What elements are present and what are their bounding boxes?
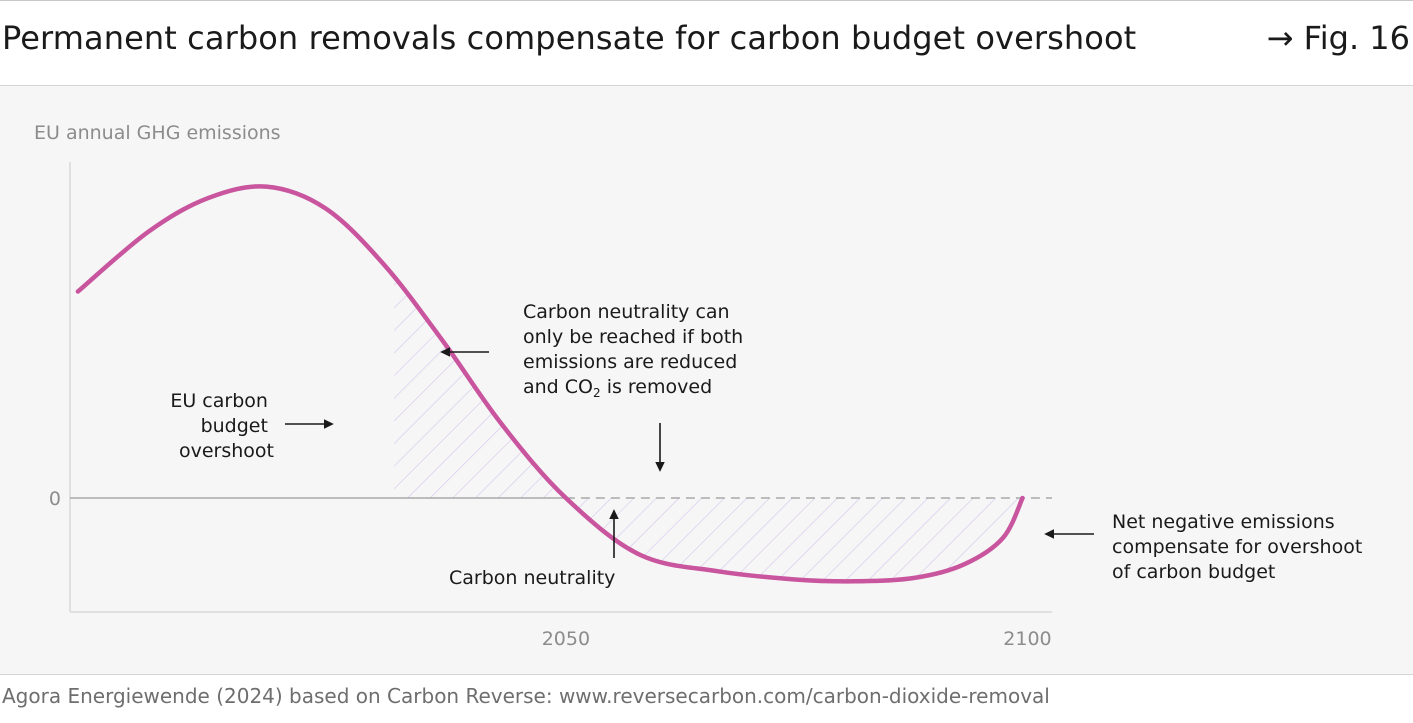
- y-axis-label: EU annual GHG emissions: [34, 122, 281, 144]
- annotation-line: Net negative emissions: [1112, 511, 1335, 533]
- x-tick-label: 2100: [1003, 628, 1051, 650]
- annotation-line: compensate for overshoot: [1112, 536, 1362, 558]
- top-rule: [0, 0, 1413, 1]
- arrow-to-overshoot-area: [285, 419, 334, 429]
- annotation-line: Carbon neutrality can: [523, 301, 730, 323]
- annotation-carbon-neutrality: Carbon neutrality: [449, 567, 615, 589]
- arrow-to-reduction-area: [440, 347, 489, 357]
- annotation-line: overshoot: [179, 440, 274, 462]
- annotation-line: EU carbon: [170, 390, 268, 412]
- annotation-neutrality-condition: Carbon neutrality can only be reached if…: [523, 301, 749, 400]
- subscript-2: 2: [593, 386, 601, 400]
- annotation-net-negative: Net negative emissions compensate for ov…: [1112, 511, 1368, 583]
- arrow-down-to-removal: [655, 423, 665, 472]
- x-tick-label: 2050: [542, 628, 590, 650]
- arrow-to-net-negative: [1044, 529, 1094, 539]
- annotation-line: is removed: [601, 376, 712, 398]
- source-note: Agora Energiewende (2024) based on Carbo…: [2, 684, 1050, 708]
- overshoot-hatched-area: [394, 276, 566, 498]
- figure-reference-link[interactable]: → Fig. 16: [1266, 19, 1410, 57]
- y-tick-label: 0: [49, 488, 61, 510]
- page-title: Permanent carbon removals compensate for…: [2, 19, 1137, 57]
- annotation-line: emissions are reduced: [523, 351, 737, 373]
- annotation-overshoot: EU carbon budget overshoot: [170, 390, 274, 462]
- annotation-line: and CO: [523, 376, 593, 398]
- net-negative-hatched-area: [565, 498, 1023, 582]
- annotation-line: of carbon budget: [1112, 561, 1275, 583]
- arrow-up-to-neutrality: [609, 509, 619, 558]
- emissions-curve: [75, 184, 1025, 584]
- annotation-line: budget: [201, 415, 268, 437]
- annotation-line: only be reached if both: [523, 326, 743, 348]
- chart-panel: [0, 85, 1413, 675]
